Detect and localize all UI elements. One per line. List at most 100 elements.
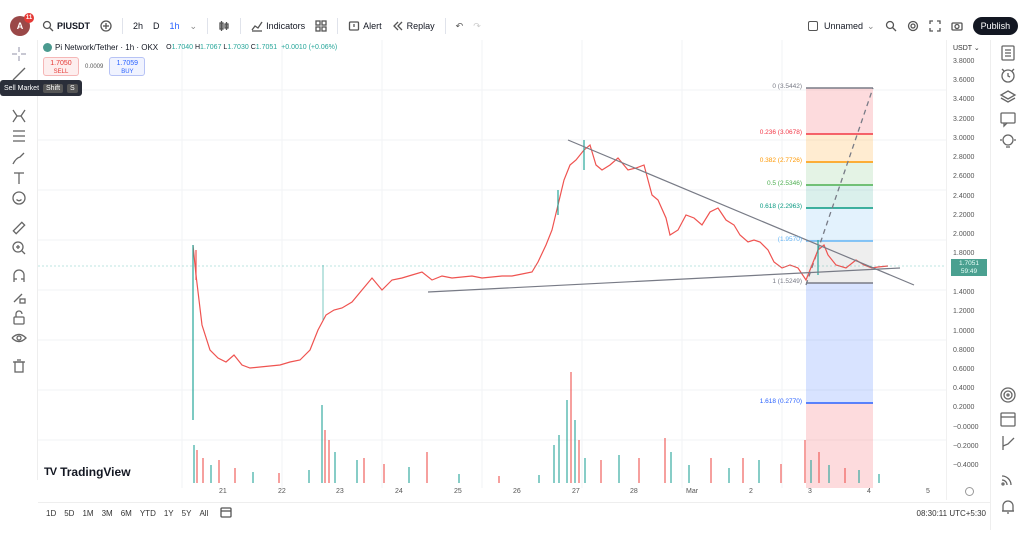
divider	[122, 18, 124, 34]
eye-icon	[11, 333, 27, 343]
range-1m[interactable]: 1M	[82, 509, 94, 518]
interval-dropdown[interactable]: ⌄	[189, 20, 198, 31]
indicators-button[interactable]: Indicators	[251, 20, 305, 32]
search-icon	[42, 20, 54, 32]
smiley-icon	[12, 191, 26, 205]
options-button[interactable]	[999, 434, 1017, 452]
timezone-clock[interactable]: 08:30:11 UTC+5:30	[916, 509, 986, 518]
axis-settings-button[interactable]	[965, 487, 974, 496]
fib-level-0236: 0.236 (3.0678)	[759, 129, 802, 136]
news-button[interactable]	[999, 470, 1017, 488]
alerts-button[interactable]	[999, 66, 1017, 84]
text-tool[interactable]	[11, 170, 27, 186]
pencil-lock-icon	[13, 293, 26, 304]
range-1d[interactable]: 1D	[46, 509, 57, 518]
range-ytd[interactable]: YTD	[139, 509, 156, 518]
alarm-icon	[348, 21, 360, 31]
buy-button[interactable]: 1.7059 BUY	[109, 57, 146, 76]
interval-1h[interactable]: 1h	[169, 21, 180, 31]
tv-logo-icon: TV	[44, 466, 57, 478]
range-1y[interactable]: 1Y	[163, 509, 174, 518]
gear-icon	[907, 20, 918, 32]
ideas-button[interactable]	[999, 132, 1017, 150]
magnet-icon	[13, 269, 25, 282]
top-toolbar: A 11 PIUSDT 2h D 1h ⌄ Indicators Alert R…	[0, 12, 1024, 40]
chats-button[interactable]	[999, 110, 1017, 128]
layout-button[interactable]: Unnamed ⌄	[808, 21, 875, 32]
sell-button[interactable]: 1.7050 SELL	[43, 57, 79, 76]
lock-drawings-tool[interactable]	[11, 310, 27, 326]
emoji-tool[interactable]	[11, 190, 27, 206]
go-to-date-button[interactable]	[220, 505, 232, 523]
candles-icon	[219, 21, 229, 31]
zoom-tool[interactable]	[11, 240, 27, 256]
tradingview-logo[interactable]: TV TradingView	[44, 465, 131, 479]
measure-tool[interactable]	[11, 220, 27, 236]
snapshot-button[interactable]	[950, 20, 963, 32]
fib-level-0786: (1.9570)	[777, 236, 802, 243]
price-chart	[38, 40, 946, 488]
object-tree-button[interactable]	[999, 88, 1017, 106]
fib-tool[interactable]	[11, 128, 27, 144]
watchlist-button[interactable]	[999, 44, 1017, 62]
calendar-button[interactable]	[999, 410, 1017, 428]
price-axis[interactable]: USDT ⌄ 3.8000 3.6000 3.4000 3.2000 3.000…	[946, 40, 990, 500]
publish-button[interactable]: Publish	[972, 17, 1019, 35]
interval-d[interactable]: D	[153, 21, 160, 31]
replay-button[interactable]: Replay	[392, 20, 435, 32]
undo-button[interactable]: ↶	[455, 20, 464, 31]
options-curve-icon	[1002, 436, 1015, 450]
currency-selector[interactable]: USDT ⌄	[953, 45, 980, 52]
crosshair-icon	[12, 47, 26, 61]
range-all[interactable]: All	[199, 509, 209, 518]
volume-histogram	[193, 372, 880, 483]
quick-search-icon	[885, 20, 897, 32]
notification-badge: 11	[24, 13, 34, 23]
hotlists-button[interactable]	[999, 386, 1017, 404]
range-5d[interactable]: 5D	[64, 509, 75, 518]
fullscreen-button[interactable]	[928, 20, 941, 32]
user-avatar[interactable]: A 11	[10, 13, 34, 36]
rss-icon	[1001, 475, 1012, 486]
fib-level-1618: 1.618 (0.2770)	[759, 398, 802, 405]
current-price-label: 1.7051 59:49	[951, 259, 987, 276]
ohlc-values: O1.7040 H1.7067 L1.7030 C1.7051 +0.0010 …	[166, 44, 338, 51]
xabcd-pattern-icon	[12, 109, 26, 123]
stay-in-drawing-tool[interactable]	[11, 289, 27, 305]
brush-tool[interactable]	[11, 150, 27, 166]
spread-value: 0.0009	[85, 63, 104, 70]
settings-button[interactable]	[907, 20, 919, 32]
trendline-tool[interactable]	[11, 66, 27, 82]
brush-icon	[12, 152, 25, 165]
descending-trendline	[567, 139, 915, 286]
pattern-tool[interactable]	[11, 108, 27, 124]
camera-icon	[950, 22, 963, 31]
chart-type-button[interactable]	[218, 20, 230, 32]
candle-highlights	[192, 140, 819, 420]
remove-drawings-tool[interactable]	[11, 358, 27, 374]
interval-2h[interactable]: 2h	[133, 21, 144, 31]
crosshair-tool[interactable]	[11, 46, 27, 62]
range-5y[interactable]: 5Y	[181, 509, 192, 518]
layers-icon	[999, 90, 1017, 103]
range-3m[interactable]: 3M	[101, 509, 113, 518]
zoom-in-icon	[12, 241, 26, 255]
time-axis[interactable]: 21 22 23 24 25 26 27 28 Mar 2 3 4 5	[219, 488, 930, 495]
redo-button[interactable]: ↷	[473, 20, 481, 31]
alert-button[interactable]: Alert	[348, 20, 382, 32]
chart-canvas[interactable]	[38, 40, 946, 488]
fib-extension[interactable]	[805, 87, 874, 488]
magnet-tool[interactable]	[11, 268, 27, 284]
bottom-range-bar: 1D 5D 1M 3M 6M YTD 1Y 5Y All 08:30:11 UT…	[38, 502, 990, 524]
symbol-search-button[interactable]: PIUSDT	[42, 20, 90, 32]
lightbulb-icon	[1000, 134, 1016, 148]
templates-button[interactable]	[315, 20, 327, 32]
quick-search-button[interactable]	[885, 20, 897, 32]
notifications-button[interactable]	[999, 498, 1017, 516]
watchlist-icon	[1001, 45, 1015, 61]
hide-drawings-tool[interactable]	[11, 330, 27, 346]
ruler-icon	[12, 221, 26, 235]
compare-symbol-button[interactable]	[100, 20, 112, 32]
range-6m[interactable]: 6M	[120, 509, 132, 518]
divider	[444, 18, 446, 34]
